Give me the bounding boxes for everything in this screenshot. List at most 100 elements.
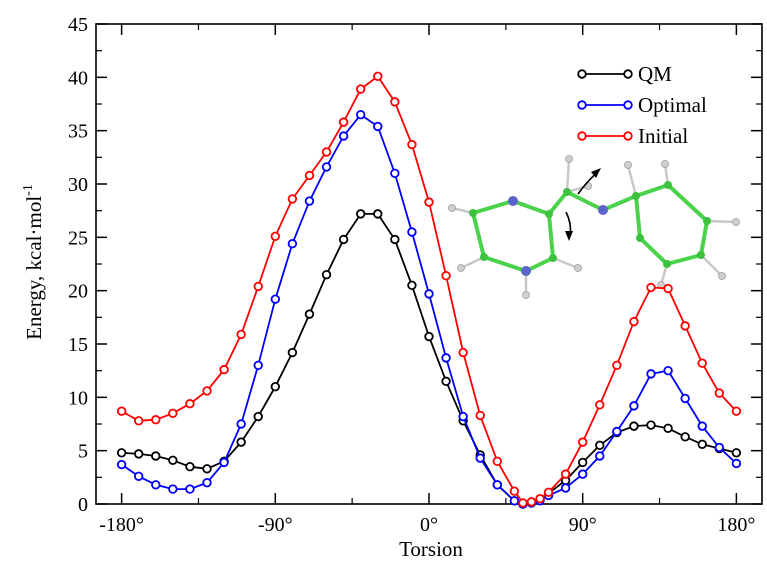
series-optimal <box>116 109 742 509</box>
x-tick-label: 0° <box>420 514 438 536</box>
data-point-optimal <box>560 483 571 493</box>
legend-label-optimal: Optimal <box>638 93 707 117</box>
y-axis-title-superscript: -1 <box>21 184 36 196</box>
data-point-optimal <box>304 196 315 206</box>
data-point-initial <box>518 498 528 508</box>
data-point-initial <box>202 386 212 396</box>
data-point-optimal <box>219 457 229 468</box>
data-point-optimal <box>629 401 639 411</box>
x-tick-label: 90° <box>569 514 597 536</box>
data-point-initial <box>168 408 178 419</box>
data-point-optimal <box>133 471 144 481</box>
tick-labels: -180° -90° 0° 90° 180° 0 5 10 15 20 25 30 35 40 45 <box>68 14 755 536</box>
data-point-qm <box>202 464 212 474</box>
data-point-qm <box>646 420 656 430</box>
data-point-qm <box>321 269 332 280</box>
legend-entry-qm: QM <box>577 62 672 86</box>
y-tick-label: 5 <box>78 441 88 463</box>
data-point-initial <box>270 231 281 241</box>
data-point-qm <box>697 439 707 449</box>
data-point-qm <box>390 234 400 245</box>
y-tick-label: 0 <box>78 494 88 516</box>
data-point-initial <box>185 399 195 409</box>
data-point-initial <box>219 364 229 375</box>
data-point-qm <box>441 376 451 387</box>
data-point-optimal <box>116 459 127 470</box>
data-point-optimal <box>509 496 520 506</box>
data-point-qm <box>116 448 127 458</box>
data-point-initial <box>151 415 161 425</box>
data-point-initial <box>526 497 537 507</box>
molecule-inset-image <box>448 155 740 299</box>
data-point-qm <box>304 309 315 319</box>
data-point-qm <box>595 440 605 451</box>
y-axis-title-main: Energy, kcal·mol <box>22 196 46 340</box>
data-point-initial <box>424 197 434 207</box>
y-tick-label: 15 <box>68 334 88 356</box>
data-point-optimal <box>697 421 707 431</box>
data-point-initial <box>560 469 571 479</box>
data-point-initial <box>629 316 639 327</box>
data-point-optimal <box>168 484 178 494</box>
data-point-optimal <box>390 168 400 179</box>
data-point-initial <box>492 456 503 467</box>
data-point-optimal <box>595 451 605 461</box>
y-tick-label: 25 <box>68 227 88 249</box>
data-point-initial <box>646 282 656 293</box>
data-point-optimal <box>236 419 246 429</box>
x-tick-label: -180° <box>99 514 144 536</box>
data-point-optimal <box>714 442 725 453</box>
data-point-initial <box>458 347 468 358</box>
x-axis-title: Torsion <box>399 537 463 561</box>
x-tick-label: -90° <box>258 514 293 536</box>
data-point-initial <box>304 170 315 181</box>
y-tick-label: 30 <box>68 174 88 196</box>
data-point-initial <box>543 487 554 497</box>
data-point-optimal <box>577 469 588 479</box>
data-point-qm <box>424 331 434 342</box>
data-point-initial <box>390 97 400 107</box>
data-point-qm <box>270 381 281 392</box>
series-qm <box>116 209 742 509</box>
data-point-qm <box>168 455 178 465</box>
data-point-initial <box>475 410 485 421</box>
data-point-qm <box>185 461 195 472</box>
data-point-optimal <box>441 353 451 363</box>
data-point-optimal <box>731 458 742 469</box>
data-point-initial <box>116 406 127 416</box>
data-point-optimal <box>612 426 622 437</box>
data-point-qm <box>407 280 417 291</box>
data-point-qm <box>338 234 349 245</box>
data-point-initial <box>236 329 246 340</box>
data-point-qm <box>236 437 246 447</box>
data-point-qm <box>680 432 690 442</box>
data-point-initial <box>441 271 451 281</box>
data-point-optimal <box>287 239 298 249</box>
data-point-qm <box>663 423 673 433</box>
data-point-initial <box>355 84 366 94</box>
data-point-optimal <box>355 109 366 120</box>
data-point-initial <box>253 281 263 292</box>
y-tick-label: 45 <box>68 14 88 36</box>
data-point-optimal <box>424 289 434 299</box>
data-point-qm <box>287 347 298 358</box>
data-point-initial <box>509 486 520 496</box>
data-point-initial <box>133 416 144 426</box>
data-point-optimal <box>475 453 485 463</box>
x-tick-label: 180° <box>717 514 755 536</box>
y-axis-title: Energy, kcal·mol-1 <box>21 184 46 340</box>
data-point-qm <box>731 448 742 458</box>
data-point-initial <box>731 406 742 416</box>
data-point-qm <box>577 457 588 468</box>
series-line-optimal <box>121 113 738 505</box>
data-point-optimal <box>492 480 503 490</box>
data-point-qm <box>151 451 161 461</box>
legend: QM Optimal Initial <box>577 62 707 148</box>
data-point-initial <box>714 388 725 398</box>
data-point-optimal <box>680 393 690 404</box>
data-point-optimal <box>373 121 383 132</box>
legend-label-initial: Initial <box>638 124 688 148</box>
data-point-optimal <box>202 477 212 488</box>
y-tick-label: 10 <box>68 387 88 409</box>
